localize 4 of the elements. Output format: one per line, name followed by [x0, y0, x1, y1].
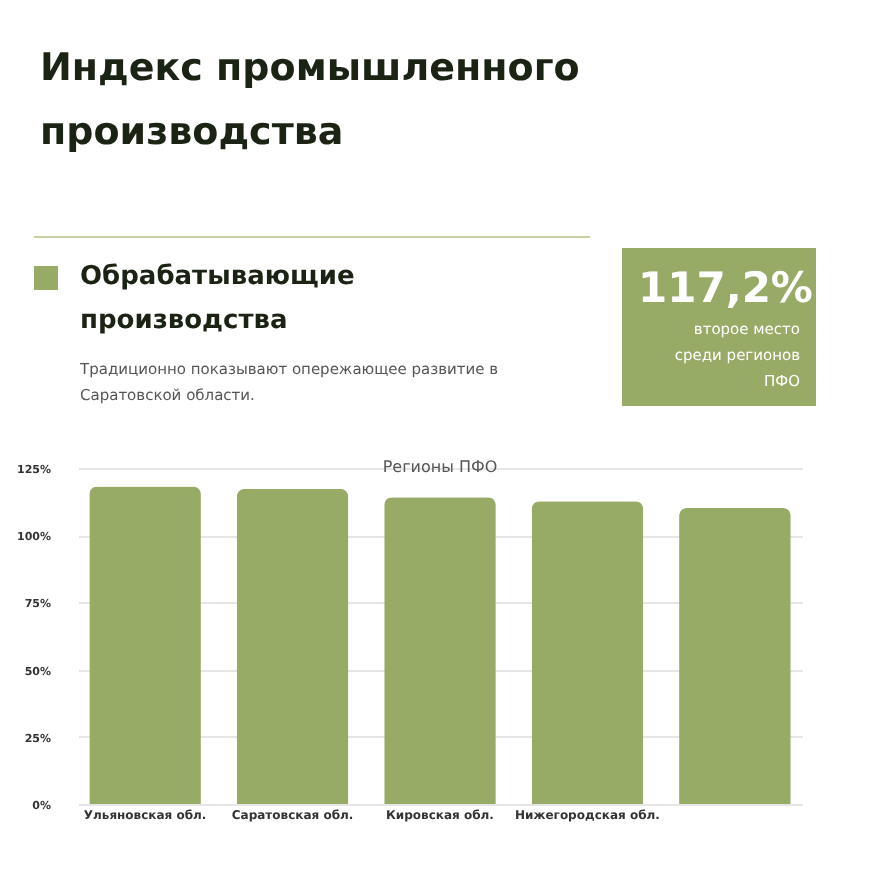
annotation: Регионы ПФО [382, 458, 498, 476]
chart-subtitle: Обрабатывающие производства [80, 260, 357, 340]
chart-title: Индекс промышленного производства [40, 44, 582, 158]
text: 117,2% [638, 262, 813, 316]
